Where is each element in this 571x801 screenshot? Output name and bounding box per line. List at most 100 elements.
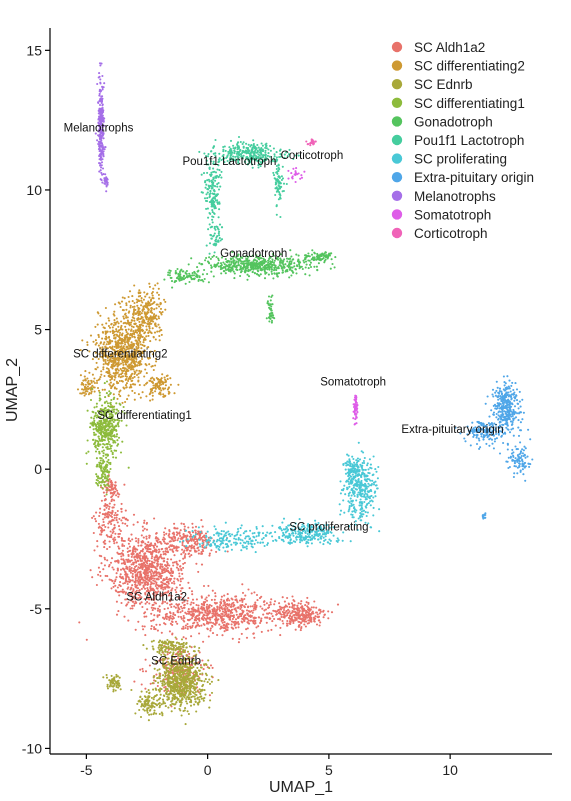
data-point [94,339,97,342]
data-point [135,360,138,363]
data-point [165,576,168,579]
data-point [105,322,108,325]
data-point [191,684,194,688]
data-point [307,619,310,622]
data-point [306,616,309,619]
data-point [111,506,114,509]
data-point [271,620,274,623]
data-point [162,550,165,553]
data-point [120,510,123,513]
data-point [158,326,161,329]
data-point [240,632,243,635]
data-point [161,547,164,550]
data-point [211,589,214,592]
data-point [151,353,155,356]
data-point [162,702,165,705]
data-point [161,640,164,643]
data-point [97,357,100,361]
data-point [218,609,221,612]
data-point [107,350,110,353]
data-point [94,427,97,430]
data-point [183,549,186,552]
data-point [99,422,103,425]
data-point [178,575,181,578]
data-point [140,304,143,307]
data-point [275,613,278,616]
data-point [175,603,178,606]
data-point [151,376,154,379]
data-point [292,599,295,602]
data-point [110,377,113,380]
data-point [164,308,167,311]
data-point [134,628,137,631]
data-point [190,601,193,604]
data-point [137,620,140,623]
data-point [187,669,190,672]
data-point [122,554,125,557]
data-point [120,320,123,323]
data-point [158,650,161,654]
data-point [169,684,172,687]
data-point [124,372,127,375]
data-point [183,556,186,559]
data-point [247,588,250,591]
data-point [211,614,214,618]
data-point [161,647,164,650]
data-point [158,392,161,395]
data-point [180,617,183,620]
data-point [149,350,152,353]
data-point [143,345,146,348]
data-point [136,364,139,367]
data-point [194,540,197,544]
data-point [104,345,107,348]
data-point [178,666,181,669]
data-point [124,375,127,378]
data-point [133,322,136,325]
data-point [153,561,156,564]
data-point [152,713,155,716]
data-point [278,605,281,608]
data-point [203,534,206,537]
data-point [123,590,126,593]
data-point [111,566,114,569]
data-point [109,684,112,687]
data-point [150,640,153,643]
data-point [197,661,200,664]
data-point [140,559,143,562]
data-point [205,614,208,617]
data-point [224,624,227,628]
data-point [178,707,181,710]
data-point [151,394,154,397]
data-point [226,625,229,629]
data-point [170,668,173,671]
data-point [114,538,117,541]
data-point [183,606,186,609]
data-point [258,616,261,619]
data-point [117,525,121,528]
data-point [146,322,149,325]
data-point [125,308,128,311]
data-point [170,567,173,570]
data-point [166,638,169,642]
data-point [131,572,134,575]
data-point [169,651,172,654]
data-point [109,346,112,350]
data-point [232,615,235,618]
data-point [173,582,176,585]
data-point [188,645,191,648]
data-point [174,662,177,666]
data-point [221,621,224,624]
data-point [120,300,124,303]
data-point [147,545,150,548]
data-point [157,538,160,541]
data-point [96,323,99,326]
data-point [225,612,228,615]
data-point [158,339,161,342]
data-point [129,588,132,591]
data-point [120,536,123,540]
data-point [109,381,112,384]
data-point [197,546,200,549]
data-point [163,670,166,674]
data-point [113,536,116,539]
data-point [134,600,137,603]
